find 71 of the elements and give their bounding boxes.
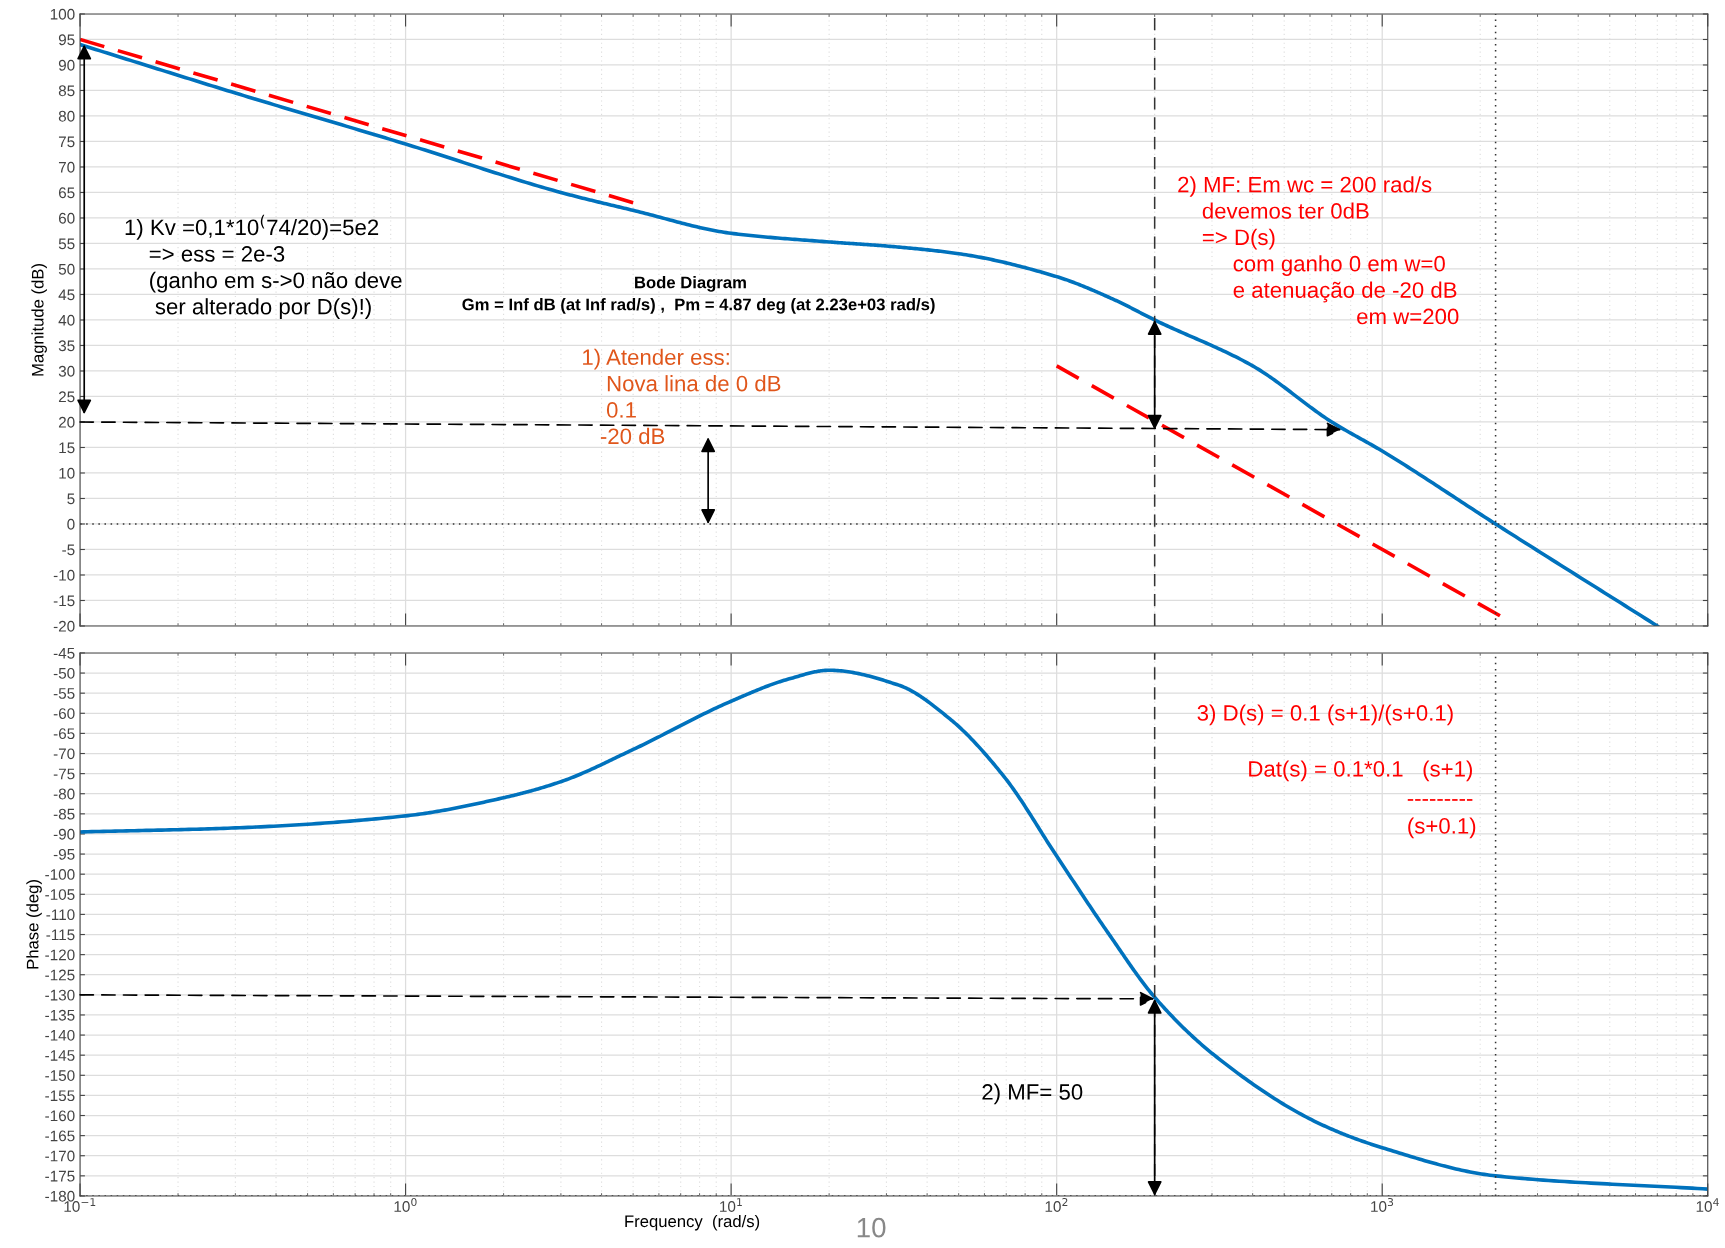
x-tick-label: 10$^{0}$ — [394, 1197, 417, 1212]
annotation: Dat(s) = 0.1*0.1 (s+1) — [1249, 760, 1472, 782]
y-tick-label: 45 — [58, 289, 75, 301]
annotation: 3) D(s) = 0.1 (s+1)/(s+0.1) — [1197, 704, 1453, 726]
x-tick-label: 10$^{4}$ — [1696, 1198, 1719, 1212]
annotation: --------- — [1407, 799, 1473, 801]
y-tick-label: -155 — [45, 1090, 75, 1102]
y-tick-label: -45 — [53, 647, 75, 659]
y-tick-label: 60 — [58, 212, 75, 224]
y-tick-label: -20 — [53, 620, 75, 632]
annotation: 1) Atender ess: Nova lina de 0 dB 0.1 -20 dB — [583, 348, 781, 445]
y-axis-title: Phase (deg) — [26, 880, 42, 969]
annotation: (s+0.1) — [1408, 817, 1476, 839]
y-tick-label: -160 — [45, 1110, 75, 1122]
y-tick-label: -145 — [45, 1050, 75, 1061]
y-tick-label: -10 — [53, 569, 75, 581]
y-tick-label: -130 — [45, 989, 75, 1001]
y-tick-label: -55 — [53, 688, 75, 699]
y-tick-label: -15 — [53, 595, 75, 607]
y-tick-label: -60 — [53, 708, 75, 719]
y-tick-label: 15 — [59, 442, 75, 454]
y-tick-label: 80 — [58, 110, 75, 122]
y-tick-label: 20 — [58, 416, 75, 428]
y-tick-label: 0 — [67, 518, 75, 530]
y-tick-label: 35 — [58, 340, 75, 352]
y-tick-label: -90 — [53, 828, 75, 840]
y-tick-label: -135 — [45, 1009, 75, 1021]
y-tick-label: -110 — [46, 909, 75, 921]
y-tick-label: 95 — [58, 34, 75, 46]
y-tick-label: 30 — [58, 365, 75, 377]
y-tick-label: -170 — [45, 1150, 75, 1162]
y-tick-label: -65 — [53, 728, 75, 740]
y-tick-label: -115 — [46, 929, 75, 941]
y-tick-label: 5 — [67, 493, 75, 505]
text: Bode Diagram — [635, 276, 746, 292]
y-tick-label: -70 — [53, 748, 75, 760]
y-tick-label: -5 — [62, 544, 75, 556]
y-tick-label: -105 — [45, 889, 75, 900]
x-tick-label: 10$^{3}$ — [1371, 1197, 1394, 1212]
y-tick-label: 25 — [58, 391, 75, 403]
text: 10 — [857, 1217, 886, 1238]
y-tick-label: -140 — [45, 1029, 75, 1041]
y-tick-label: -165 — [45, 1130, 75, 1142]
y-tick-label: 55 — [58, 238, 75, 250]
y-tick-label: -85 — [53, 808, 75, 820]
annotation: 1) Kv =0,1*10$^{(}$74/20)=5e2 => ess = 2e-3 (ganho em s->0 não deve ser alterado por D(s)!) — [125, 214, 402, 319]
y-tick-label: 50 — [58, 263, 75, 275]
y-tick-label: 70 — [58, 161, 75, 173]
annotation: 2) MF: Em wc = 200 rad/s devemos ter 0dB => D(s) com ganho 0 em w=0 e atenuação de -20 dB em w=200 — [1178, 176, 1459, 325]
y-tick-label: -80 — [53, 788, 75, 800]
y-tick-label: -120 — [45, 949, 75, 961]
y-tick-label: 90 — [58, 59, 75, 71]
y-tick-label: 10 — [59, 467, 75, 479]
x-tick-label: 10$^{2}$ — [1045, 1197, 1068, 1212]
y-tick-label: -75 — [53, 768, 75, 780]
y-tick-label: -50 — [53, 667, 75, 679]
annotation: 2) MF= 50 — [982, 1083, 1083, 1105]
y-tick-label: 65 — [58, 187, 75, 199]
y-tick-label: -125 — [45, 969, 75, 981]
y-tick-label: 100 — [50, 8, 75, 20]
y-tick-label: 40 — [58, 314, 75, 326]
y-tick-label: -95 — [53, 848, 75, 860]
y-tick-label: -175 — [45, 1170, 75, 1182]
y-tick-label: 85 — [58, 85, 75, 97]
x-tick-label: 10$^{1}$ — [720, 1198, 742, 1212]
y-tick-label: -150 — [45, 1070, 75, 1081]
x-axis-title: Frequency (rad/s) — [625, 1214, 760, 1231]
text: Gm = Inf dB (at Inf rad/s) , Pm = 4.87 deg (at 2.23e+03 rad/s) — [462, 298, 935, 314]
y-tick-label: -100 — [45, 869, 75, 880]
y-axis-title: Magnitude (dB) — [31, 264, 47, 376]
y-tick-label: 75 — [58, 136, 75, 148]
